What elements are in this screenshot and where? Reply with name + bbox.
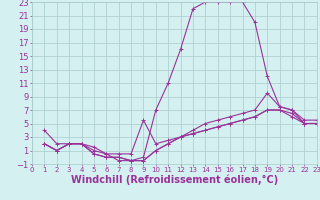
X-axis label: Windchill (Refroidissement éolien,°C): Windchill (Refroidissement éolien,°C) (71, 175, 278, 185)
